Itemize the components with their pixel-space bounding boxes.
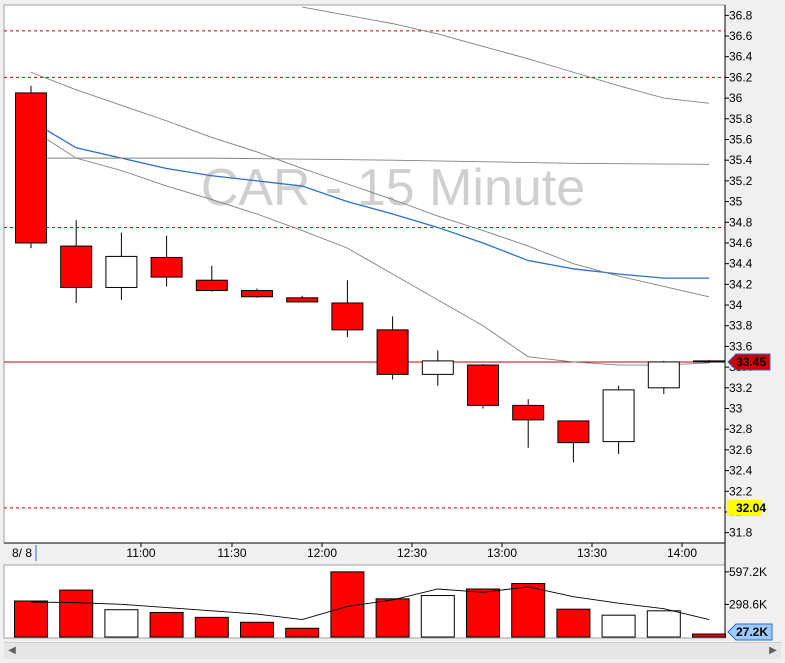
scroll-right-icon[interactable]: ▶ [769, 645, 777, 656]
y-tick-label: 36.2 [729, 70, 753, 84]
y-tick-label: 35.8 [729, 112, 753, 126]
y-tick-label: 33.2 [729, 381, 753, 395]
current-volume-label: 27.2K [736, 625, 768, 639]
x-tick-label: 14:00 [667, 546, 697, 560]
moving-averages [30, 6, 710, 366]
volume-tick-label: 298.6K [729, 597, 767, 611]
x-tick-label: 13:00 [487, 546, 517, 560]
y-tick-label: 34 [729, 298, 743, 312]
volume-average-line [30, 586, 710, 621]
x-tick-label: 12:30 [397, 546, 427, 560]
y-tick-label: 34.4 [729, 257, 753, 271]
horizontal-scrollbar[interactable]: ◀ ▶ [4, 642, 781, 659]
candle-body [602, 389, 635, 443]
scroll-left-icon[interactable]: ◀ [8, 645, 16, 656]
volume-bar [59, 589, 94, 638]
moving-average-line [30, 71, 710, 298]
reference-lines [4, 30, 725, 509]
candle-body [105, 255, 138, 288]
volume-bars [14, 571, 726, 638]
volume-bar [194, 616, 229, 638]
x-tick-label: 12:00 [307, 546, 337, 560]
volume-bar [14, 600, 48, 638]
candle-body [512, 404, 545, 421]
y-tick-label: 35.6 [729, 133, 753, 147]
price-level-marker [727, 499, 762, 516]
y-tick-label: 33 [729, 402, 743, 416]
candle-body [15, 92, 47, 244]
candle-body [693, 360, 725, 363]
y-tick-label: 34.2 [729, 277, 753, 291]
volume-bar [646, 610, 681, 638]
x-tick-label: 13:30 [577, 546, 607, 560]
y-tick-label: 36.6 [729, 29, 753, 43]
y-tick-label: 33.8 [729, 319, 753, 333]
y-tick-label: 36.4 [729, 50, 753, 64]
y-tick-label: 32.6 [729, 443, 753, 457]
y-tick-label: 35.2 [729, 174, 753, 188]
chart-watermark: CAR - 15 Minute [201, 159, 585, 217]
candle-body [60, 245, 93, 288]
moving-average-line [302, 6, 710, 104]
candle-body [376, 329, 409, 375]
y-tick-label: 32.8 [729, 422, 753, 436]
price-marker-label: 33.45 [736, 355, 766, 369]
volume-bar [375, 598, 410, 638]
moving-average-line [31, 157, 710, 165]
candle-body [421, 360, 454, 375]
x-tick-label: 11:00 [126, 546, 155, 560]
candle-body [286, 297, 319, 303]
volume-tick-label: 597.2K [729, 565, 767, 579]
volume-bar [692, 633, 726, 638]
volume-bar [511, 583, 546, 638]
y-tick-label: 35.4 [729, 153, 753, 167]
moving-average-line [30, 120, 709, 279]
volume-bar [240, 621, 274, 638]
candle-body [467, 364, 499, 406]
price-marker-label: 32.04 [736, 501, 766, 515]
candle-body [241, 290, 273, 298]
candle-body [195, 279, 228, 292]
volume-bar [149, 611, 184, 638]
current-volume-marker [727, 623, 773, 641]
y-tick-label: 32.4 [729, 464, 753, 478]
y-tick-label: 34.8 [729, 215, 753, 229]
y-tick-label: 36.8 [729, 8, 753, 22]
volume-bar [556, 608, 591, 638]
date-label: 8/ 8 [12, 546, 32, 560]
last-price-marker [727, 353, 771, 371]
candles [15, 85, 725, 463]
y-tick-label: 36 [729, 91, 743, 105]
y-tick-label: 34.6 [729, 236, 753, 250]
y-tick-label: 35 [729, 195, 743, 209]
axes: 36.8 36.6 36.4 36.2 36 35.8 35.6 35.4 35.2 35 34.8… [126, 8, 773, 641]
x-tick-label: 11:30 [217, 546, 246, 560]
volume-bar [601, 614, 636, 638]
y-tick-label: 33.6 [729, 339, 753, 353]
volume-bar [466, 588, 500, 638]
candle-body [150, 256, 183, 278]
moving-average-line [30, 128, 710, 366]
volume-bar [285, 627, 320, 638]
candle-body [647, 361, 680, 389]
y-tick-label: 32.2 [729, 484, 753, 498]
candle-body [331, 302, 364, 331]
candle-body [557, 420, 590, 444]
volume-bar [420, 595, 455, 638]
y-tick-label: 31.8 [729, 526, 753, 540]
volume-bar [104, 609, 139, 638]
